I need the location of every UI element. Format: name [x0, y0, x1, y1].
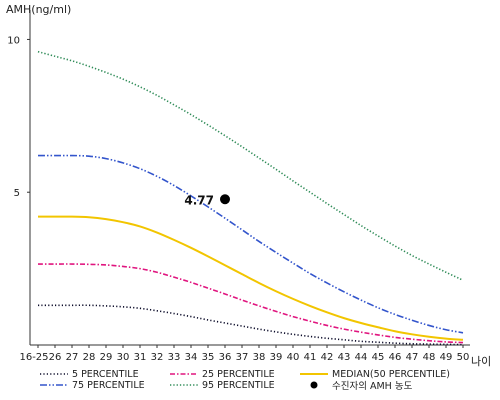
y-axis-label: AMH(ng/ml): [6, 3, 71, 16]
x-tick-label: 42: [321, 352, 334, 363]
legend-label-0: 5 PERCENTILE: [72, 369, 139, 380]
series-line-3: [38, 154, 464, 334]
x-tick-label: 50: [457, 352, 470, 363]
x-axis-label: 나이: [471, 355, 491, 368]
y-tick-label: 5: [14, 188, 20, 199]
x-tick-label: 33: [168, 352, 181, 363]
patient-marker-point: [220, 194, 230, 205]
x-tick-label: 43: [338, 352, 351, 363]
x-tick-label: 47: [406, 352, 419, 363]
series-line-0: [38, 304, 464, 346]
x-tick-label: 46: [389, 352, 402, 363]
x-tick-label: 36: [219, 352, 232, 363]
x-tick-label: 45: [372, 352, 385, 363]
x-tick-label: 27: [66, 352, 79, 363]
series-line-4: [37, 50, 464, 281]
x-tick-label: 38: [253, 352, 266, 363]
y-tick-label: 10: [7, 35, 20, 46]
x-tick-label: 49: [440, 352, 453, 363]
x-tick-label: 37: [236, 352, 249, 363]
x-tick-label: 35: [202, 352, 215, 363]
x-tick-label: 26: [49, 352, 62, 363]
legend-label-1: 25 PERCENTILE: [202, 369, 275, 380]
patient-marker-label: 4.77: [184, 193, 214, 207]
legend: 5 PERCENTILE 25 PERCENTILE MEDIAN(50 PERCE…: [40, 369, 450, 392]
x-tick-label: 31: [134, 352, 147, 363]
x-tick-label: 28: [83, 352, 96, 363]
x-tick-label: 48: [423, 352, 436, 363]
x-tick-label: 40: [287, 352, 300, 363]
x-tick-label: 29: [100, 352, 113, 363]
axes: AMH(ng/ml) 10 5 16-25 26 27 28 29 30 31 32 33 34 35 36…: [6, 3, 491, 368]
series-line-1: [37, 263, 464, 344]
x-tick-label: 30: [117, 352, 130, 363]
x-tick-label: 32: [151, 352, 164, 363]
x-tick-label: 41: [304, 352, 317, 363]
legend-marker-label: 수진자의 AMH 농도: [332, 381, 413, 392]
plot-area: 4.77: [37, 50, 464, 346]
legend-label-2: MEDIAN(50 PERCENTILE): [332, 369, 450, 380]
x-tick-label: 16-25: [19, 352, 48, 363]
series-line-2: [38, 215, 464, 341]
legend-label-3: 75 PERCENTILE: [72, 380, 145, 391]
x-tick-label: 34: [185, 352, 198, 363]
x-tick-label: 44: [355, 352, 368, 363]
x-tick-label: 39: [270, 352, 283, 363]
legend-marker-dot: [310, 381, 318, 389]
legend-label-4: 95 PERCENTILE: [202, 380, 275, 391]
